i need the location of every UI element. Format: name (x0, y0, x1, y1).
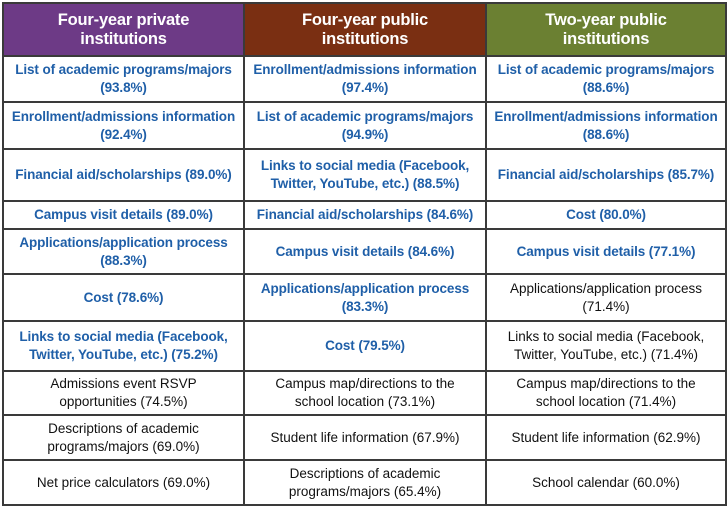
table-cell-two-year-public: Campus map/directions to the school locat… (485, 370, 727, 416)
cell-text-line: Cost (79.5%) (325, 338, 405, 353)
cell-text-line: Descriptions of academic (289, 465, 441, 481)
cell-text-line: Applications/application process (260, 280, 470, 296)
cell-text-line: Student life information (67.9%) (270, 429, 460, 445)
table-cell-four-year-private: Admissions event RSVP opportunities (74.5… (2, 370, 245, 416)
cell-text-line: Links to social media (Facebook, (507, 329, 705, 344)
cell-text-line: Applications/application process (509, 280, 703, 296)
table-cell-four-year-private: Financial aid/scholarships (89.0%) (2, 148, 245, 202)
header-line: institutions (80, 29, 167, 48)
table-row: Descriptions of academic programs/majors … (2, 414, 727, 461)
table-cell-two-year-public: Campus visit details (77.1%) (485, 228, 727, 275)
cell-text-line: Descriptions of academic (48, 420, 199, 436)
table-cell-four-year-private: Applications/application process (88.3%) (2, 228, 245, 275)
table-row: Net price calculators (69.0%) Description… (2, 459, 727, 506)
cell-text-line: Cost (78.6%) (83, 289, 164, 305)
table-cell-four-year-public: Financial aid/scholarships (84.6%) (243, 200, 487, 230)
table-row: Enrollment/admissions information (92.4%)… (2, 101, 727, 150)
table-cell-four-year-public: Enrollment/admissions information (97.4%) (243, 55, 487, 103)
table-cell-four-year-public: List of academic programs/majors (94.9%) (243, 101, 487, 150)
table-row: Campus visit details (89.0%) Financial ai… (2, 200, 727, 230)
table-cell-two-year-public: Financial aid/scholarships (85.7%) (485, 148, 727, 202)
table-cell-four-year-private: Enrollment/admissions information (92.4%) (2, 101, 245, 150)
table-row: List of academic programs/majors (93.8%) E… (2, 55, 727, 103)
cell-text-line: Enrollment/admissions information (11, 108, 236, 124)
cell-text-line: List of academic programs/majors (256, 108, 474, 124)
table-cell-four-year-private: Cost (78.6%) (2, 273, 245, 322)
cell-text-line: Links to social media (Facebook, (19, 329, 228, 344)
table-row: Cost (78.6%) Applications/application pro… (2, 273, 727, 322)
cell-text-line: Campus visit details (84.6%) (275, 243, 455, 259)
header-four-year-private: Four-year private institutions (2, 2, 245, 57)
cell-text-line: School calendar (60.0%) (532, 474, 680, 490)
table-cell-two-year-public: Applications/application process (71.4%) (485, 273, 727, 322)
cell-text-line: (88.3%) (100, 252, 147, 268)
cell-text-line: (71.4%) (582, 298, 630, 314)
cell-text-line: programs/majors (69.0%) (47, 438, 200, 454)
header-line: Four-year public (301, 10, 429, 29)
cell-text-line: (94.9%) (341, 126, 389, 142)
header-row: Four-year private institutions Four-year… (2, 2, 727, 57)
cell-text-line: (83.3%) (341, 298, 389, 314)
table-cell-four-year-private: Net price calculators (69.0%) (2, 459, 245, 506)
cell-text-line: Financial aid/scholarships (84.6%) (256, 207, 474, 222)
header-four-year-public: Four-year public institutions (243, 2, 487, 57)
cell-text-line: school location (71.4%) (535, 394, 677, 409)
header-line: Four-year private (57, 10, 190, 29)
cell-text-line: opportunities (74.5%) (59, 394, 188, 409)
table-cell-four-year-private: List of academic programs/majors (93.8%) (2, 55, 245, 103)
cell-text-line: Twitter, YouTube, etc.) (75.2%) (29, 347, 218, 362)
table-cell-four-year-public: Links to social media (Facebook, Twitter,… (243, 148, 487, 202)
header-two-year-public: Two-year public institutions (485, 2, 727, 57)
table-cell-four-year-private: Campus visit details (89.0%) (2, 200, 245, 230)
cell-text-line: Financial aid/scholarships (89.0%) (15, 167, 232, 182)
header-line: Two-year public (545, 10, 667, 29)
cell-text-line: school location (73.1%) (294, 394, 436, 409)
cell-text-line: (88.6%) (582, 80, 630, 95)
cell-text-line: Twitter, YouTube, etc.) (71.4%) (513, 347, 699, 362)
cell-text-line: Enrollment/admissions information (494, 108, 718, 124)
header-line: institutions (321, 29, 409, 48)
cell-text-line: Cost (80.0%) (566, 207, 646, 222)
cell-text-line: Campus map/directions to the (275, 376, 455, 391)
cell-text-line: Student life information (62.9%) (511, 429, 701, 445)
cell-text-line: Campus map/directions to the (516, 376, 696, 391)
table-cell-four-year-public: Applications/application process (83.3%) (243, 273, 487, 322)
table-cell-two-year-public: Student life information (62.9%) (485, 414, 727, 461)
cell-text-line: (88.6%) (582, 126, 630, 142)
cell-text-line: Campus visit details (89.0%) (34, 207, 213, 222)
table-cell-four-year-public: Descriptions of academic programs/majors … (243, 459, 487, 506)
cell-text-line: List of academic programs/majors (15, 62, 232, 77)
cell-text-line: (97.4%) (341, 80, 389, 95)
table-cell-two-year-public: List of academic programs/majors (88.6%) (485, 55, 727, 103)
table-row: Financial aid/scholarships (89.0%) Links … (2, 148, 727, 202)
cell-text-line: Links to social media (Facebook, (260, 158, 470, 173)
header-line: institutions (562, 29, 650, 48)
cell-text-line: Admissions event RSVP (50, 376, 197, 391)
cell-text-line: Applications/application process (19, 234, 228, 250)
table-row: Admissions event RSVP opportunities (74.5… (2, 370, 727, 416)
cell-text-line: Net price calculators (69.0%) (36, 474, 211, 490)
cell-text-line: Campus visit details (77.1%) (516, 243, 696, 259)
cell-text-line: Financial aid/scholarships (85.7%) (497, 167, 715, 182)
table-cell-four-year-private: Descriptions of academic programs/majors … (2, 414, 245, 461)
table-cell-four-year-public: Campus visit details (84.6%) (243, 228, 487, 275)
table-cell-four-year-private: Links to social media (Facebook, Twitter,… (2, 320, 245, 372)
table-cell-two-year-public: School calendar (60.0%) (485, 459, 727, 506)
cell-text-line: (93.8%) (100, 80, 147, 95)
cell-text-line: (92.4%) (100, 126, 147, 142)
table-cell-four-year-public: Student life information (67.9%) (243, 414, 487, 461)
cell-text-line: List of academic programs/majors (497, 62, 715, 77)
table-cell-two-year-public: Cost (80.0%) (485, 200, 727, 230)
table-cell-two-year-public: Enrollment/admissions information (88.6%) (485, 101, 727, 150)
table-row: Links to social media (Facebook, Twitter,… (2, 320, 727, 372)
table-cell-four-year-public: Campus map/directions to the school locat… (243, 370, 487, 416)
cell-text-line: Enrollment/admissions information (253, 62, 477, 77)
table-row: Applications/application process (88.3%) C… (2, 228, 727, 275)
table-cell-two-year-public: Links to social media (Facebook, Twitter,… (485, 320, 727, 372)
cell-text-line: Twitter, YouTube, etc.) (88.5%) (270, 176, 460, 191)
cell-text-line: programs/majors (65.4%) (288, 483, 442, 499)
table-cell-four-year-public: Cost (79.5%) (243, 320, 487, 372)
